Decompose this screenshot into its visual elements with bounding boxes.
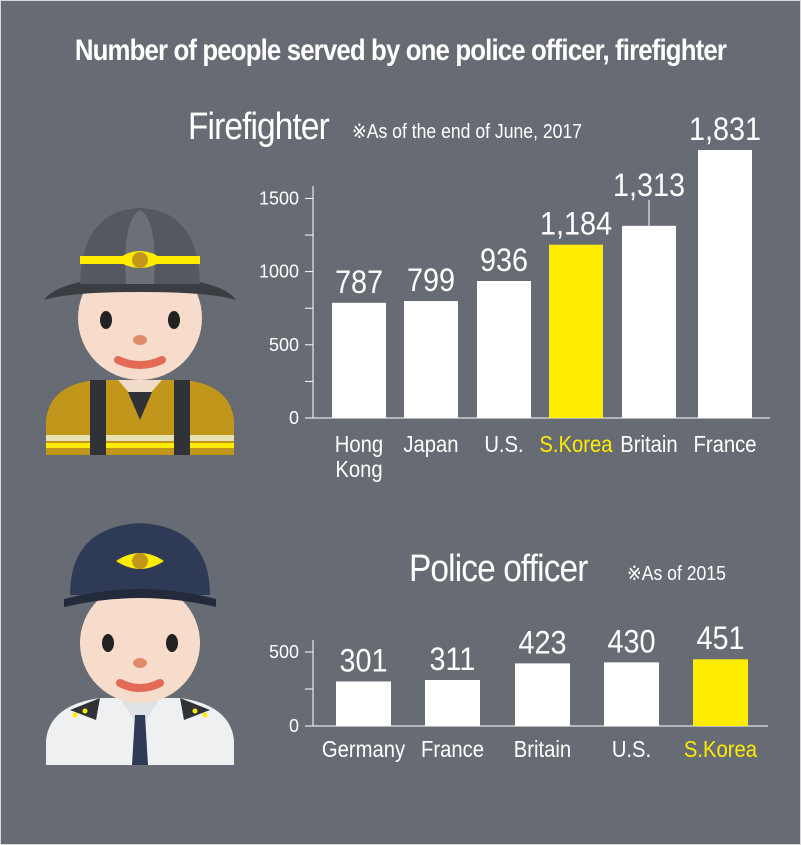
firefighter-category-label: Hong — [335, 431, 383, 458]
firefighter-category-label: Kong — [335, 456, 382, 483]
firefighter-bar — [698, 150, 752, 418]
firefighter-value-label: 1,184 — [540, 206, 612, 242]
firefighter-bar — [404, 301, 458, 418]
police-bar — [425, 679, 480, 726]
police-section-note: ※As of 2015 — [627, 563, 726, 585]
firefighter-category-label: U.S. — [484, 431, 523, 458]
firefighter-y-tick-label: 1500 — [259, 188, 299, 208]
firefighter-y-tick-label: 0 — [289, 408, 299, 428]
firefighter-section-note: ※As of the end of June, 2017 — [352, 121, 583, 143]
police-y-tick-label: 0 — [289, 716, 299, 736]
firefighter-value-label: 799 — [407, 263, 455, 299]
firefighter-category-label: S.Korea — [539, 431, 613, 458]
firefighter-avatar-icon — [44, 208, 236, 455]
firefighter-category-label: Britain — [620, 431, 677, 458]
police-value-label: 311 — [430, 642, 476, 678]
police-y-tick-label: 500 — [269, 642, 299, 662]
police-value-label: 301 — [339, 643, 387, 679]
police-category-label: U.S. — [612, 736, 651, 763]
firefighter-bar — [549, 244, 603, 418]
firefighter-value-label: 1,831 — [689, 112, 761, 148]
police-value-label: 423 — [518, 625, 566, 661]
police-section-title: Police officer — [409, 548, 588, 590]
firefighter-bar — [477, 280, 531, 418]
firefighter-y-tick-label: 1000 — [259, 262, 299, 282]
police-officer-avatar-icon — [46, 523, 234, 765]
infographic-title: Number of people served by one police of… — [74, 34, 727, 67]
police-category-label: Britain — [514, 736, 571, 763]
firefighter-value-label: 936 — [480, 243, 528, 279]
police-bar — [336, 681, 391, 726]
police-value-label: 451 — [696, 621, 744, 657]
police-bar — [604, 662, 659, 726]
firefighter-bar — [622, 225, 676, 418]
firefighter-value-label: 787 — [335, 264, 383, 300]
police-category-label: France — [421, 736, 484, 763]
firefighter-section-title: Firefighter — [188, 106, 330, 148]
police-bar — [515, 663, 570, 726]
police-bar — [693, 659, 748, 726]
firefighter-category-label: Japan — [403, 431, 458, 458]
firefighter-y-tick-label: 500 — [269, 335, 299, 355]
police-value-label: 430 — [607, 624, 655, 660]
firefighter-bar — [332, 302, 386, 418]
police-category-label: Germany — [322, 736, 405, 763]
police-category-label: S.Korea — [684, 736, 758, 763]
firefighter-category-label: France — [694, 431, 757, 458]
firefighter-value-label: 1,313 — [613, 167, 685, 203]
